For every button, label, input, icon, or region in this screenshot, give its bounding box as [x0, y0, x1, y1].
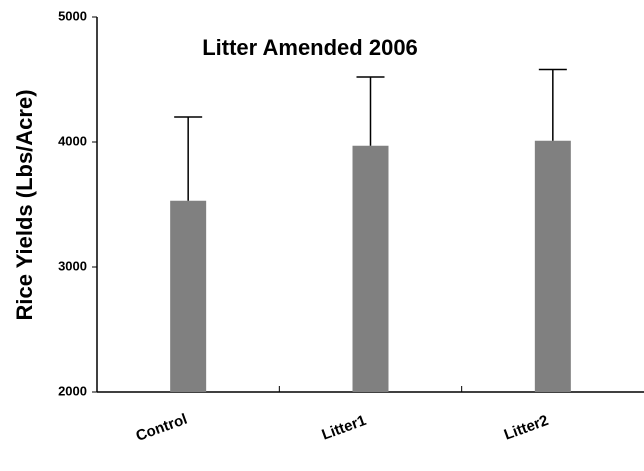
- bar: [534, 140, 571, 392]
- chart-title: Litter Amended 2006: [202, 35, 418, 60]
- error-bar: [174, 116, 203, 201]
- x-tick-label: Litter2: [502, 412, 551, 444]
- y-tick-label: 4000: [58, 133, 87, 148]
- bar: [170, 200, 207, 392]
- y-tick-label: 5000: [58, 8, 87, 23]
- y-tick-label: 2000: [58, 383, 87, 398]
- x-tick-label: Litter1: [320, 412, 369, 444]
- error-bar: [538, 68, 567, 141]
- x-tick-label: Control: [134, 411, 190, 445]
- bar: [352, 145, 389, 392]
- y-axis-label: Rice Yields (Lbs/Acre): [12, 89, 37, 320]
- error-bar: [356, 76, 385, 146]
- y-tick-label: 3000: [58, 258, 87, 273]
